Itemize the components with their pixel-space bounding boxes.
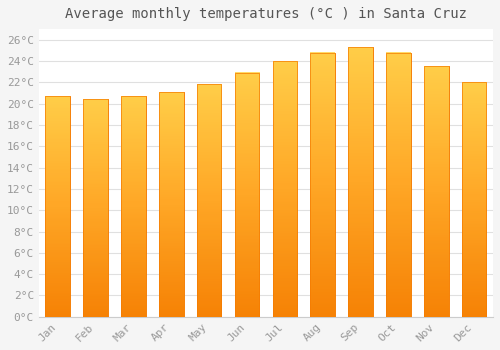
- Bar: [386, 52, 410, 317]
- Bar: [424, 66, 448, 317]
- Bar: [386, 52, 410, 317]
- Bar: [159, 92, 184, 317]
- Bar: [84, 99, 108, 317]
- Bar: [424, 66, 448, 317]
- Bar: [84, 99, 108, 317]
- Bar: [121, 96, 146, 317]
- Bar: [348, 47, 373, 317]
- Bar: [46, 96, 70, 317]
- Bar: [310, 52, 335, 317]
- Bar: [197, 84, 222, 317]
- Bar: [348, 47, 373, 317]
- Bar: [121, 96, 146, 317]
- Bar: [310, 52, 335, 317]
- Bar: [159, 92, 184, 317]
- Bar: [462, 82, 486, 317]
- Title: Average monthly temperatures (°C ) in Santa Cruz: Average monthly temperatures (°C ) in Sa…: [65, 7, 467, 21]
- Bar: [272, 61, 297, 317]
- Bar: [462, 82, 486, 317]
- Bar: [234, 73, 260, 317]
- Bar: [197, 84, 222, 317]
- Bar: [272, 61, 297, 317]
- Bar: [234, 73, 260, 317]
- Bar: [46, 96, 70, 317]
